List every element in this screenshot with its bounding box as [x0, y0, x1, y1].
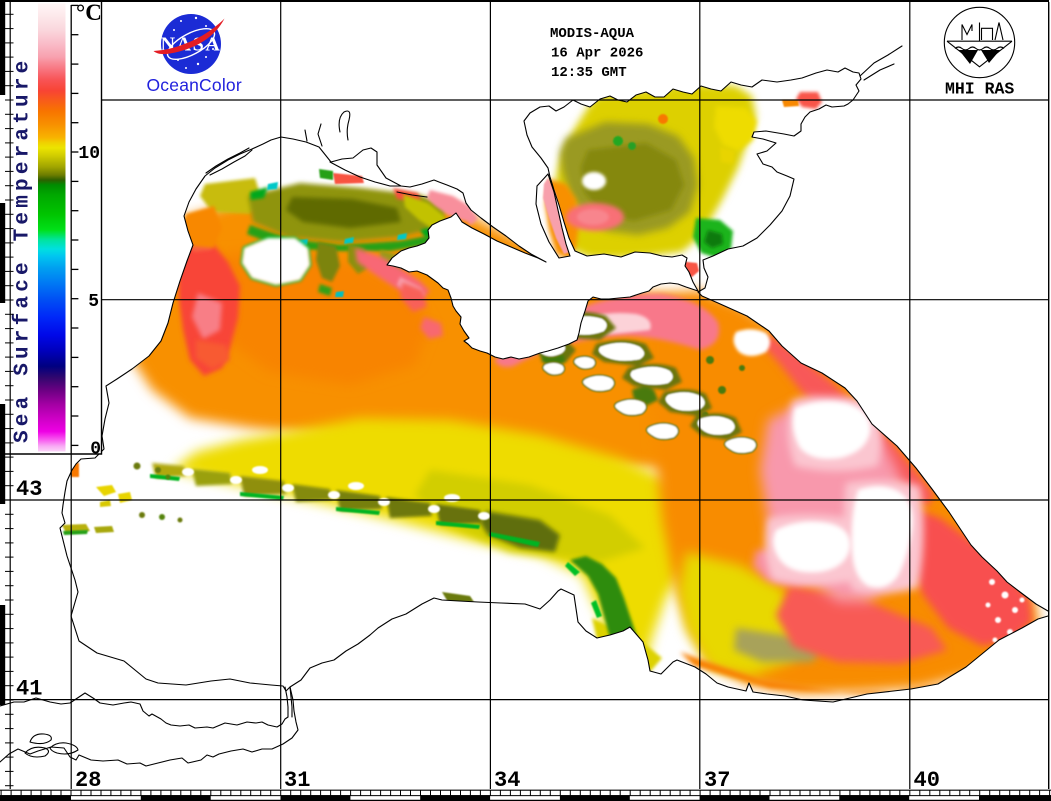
svg-text:28: 28 [75, 768, 101, 793]
svg-text:43: 43 [16, 477, 42, 502]
svg-text:12:35 GMT: 12:35 GMT [551, 65, 627, 81]
svg-text:MHI RAS: MHI RAS [945, 80, 1014, 99]
svg-text:31: 31 [284, 768, 310, 793]
svg-text:MODIS-AQUA: MODIS-AQUA [550, 26, 635, 42]
svg-text:0: 0 [90, 440, 101, 460]
svg-text:16 Apr 2026: 16 Apr 2026 [551, 46, 643, 62]
svg-text:34: 34 [494, 768, 520, 793]
svg-text:40: 40 [914, 768, 940, 793]
svg-text:37: 37 [704, 768, 730, 793]
svg-text:Sea Surface Temperature: Sea Surface Temperature [12, 57, 35, 443]
svg-text:°C: °C [76, 0, 102, 25]
svg-text:5: 5 [88, 292, 99, 312]
svg-text:OceanColor: OceanColor [147, 75, 242, 95]
svg-text:41: 41 [16, 677, 42, 702]
svg-text:10: 10 [78, 144, 100, 164]
